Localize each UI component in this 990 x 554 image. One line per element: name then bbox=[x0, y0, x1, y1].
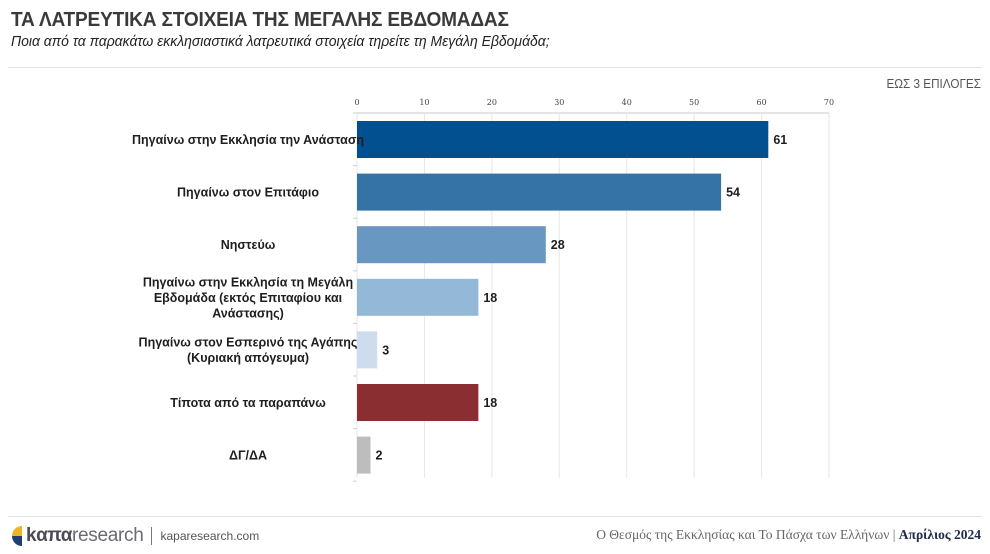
bar bbox=[357, 436, 371, 474]
category-label-line: Πηγαίνω στον Εσπερινό της Αγάπης bbox=[139, 336, 358, 350]
category-label-line: Ανάστασης) bbox=[212, 306, 284, 320]
category-label-line: Πηγαίνω στην Εκκλησία την Ανάσταση bbox=[132, 133, 364, 147]
value-label: 18 bbox=[483, 396, 497, 410]
kapa-logo-icon bbox=[10, 525, 24, 547]
category-label: ΔΓ/ΔΑ bbox=[229, 449, 267, 463]
category-label-line: Πηγαίνω στην Εκκλησία τη Μεγάλη bbox=[143, 275, 353, 289]
gridlines bbox=[353, 112, 830, 482]
report-title: Ο Θεσμός της Εκκλησίας και Το Πάσχα των … bbox=[596, 527, 890, 542]
header-divider bbox=[8, 67, 982, 68]
x-tick-label: 60 bbox=[756, 98, 766, 107]
x-tick-label: 10 bbox=[419, 98, 429, 107]
value-label: 18 bbox=[483, 291, 497, 305]
x-tick-label: 40 bbox=[622, 98, 632, 107]
category-label-line: Εβδομάδα (εκτός Επιταφίου και bbox=[154, 291, 343, 305]
x-tick-label: 0 bbox=[354, 98, 359, 107]
x-axis-ticks: 0 10 20 30 40 50 60 70 bbox=[354, 98, 834, 107]
footer-brand: kαπα research kaparesearch.com bbox=[10, 525, 259, 547]
category-label-line: ΔΓ/ΔΑ bbox=[229, 449, 267, 463]
category-label-line: Πηγαίνω στον Επιτάφιο bbox=[177, 186, 319, 200]
x-tick-label: 70 bbox=[824, 98, 834, 107]
brand-name-bold: kαπα bbox=[26, 525, 72, 546]
value-label: 28 bbox=[551, 238, 565, 252]
category-label-line: (Κυριακή απόγευμα) bbox=[187, 351, 309, 365]
bar bbox=[357, 278, 479, 316]
category-label-line: Τίποτα από τα παραπάνω bbox=[170, 396, 326, 410]
page-title: ΤΑ ΛΑΤΡΕΥΤΙΚΑ ΣΤΟΙΧΕΙΑ ΤΗΣ ΜΕΓΑΛΗΣ ΕΒΔΟΜ… bbox=[11, 8, 509, 31]
x-tick-label: 50 bbox=[689, 98, 699, 107]
footer-separator bbox=[151, 527, 153, 545]
x-tick-label: 20 bbox=[487, 98, 497, 107]
category-label: Πηγαίνω στην Εκκλησία τη Μεγάλη Εβδομάδα … bbox=[143, 275, 353, 320]
bar-chart: 0 10 20 30 40 50 60 70 Πηγαίνω στην Εκκλησία τη… bbox=[132, 98, 834, 482]
value-label: 61 bbox=[773, 133, 787, 147]
category-label: Πηγαίνω στον Επιτάφιο bbox=[177, 186, 319, 200]
category-label: Νηστεύω bbox=[221, 238, 276, 252]
category-label: Τίποτα από τα παραπάνω bbox=[170, 396, 326, 410]
footer-report-info: Ο Θεσμός της Εκκλησίας και Το Πάσχα των … bbox=[596, 527, 981, 543]
footer-pipe: | bbox=[892, 527, 896, 542]
value-label: 54 bbox=[726, 186, 740, 200]
bar bbox=[357, 173, 722, 211]
page-subtitle: Ποια από τα παρακάτω εκκλησιαστικά λατρε… bbox=[11, 33, 550, 50]
value-labels: 61 54 28 18 3 18 2 bbox=[375, 133, 787, 463]
value-label: 3 bbox=[382, 343, 389, 357]
category-labels: Πηγαίνω στην Εκκλησία την Ανάσταση Πηγαίν… bbox=[132, 133, 364, 463]
bar bbox=[357, 121, 769, 158]
bar bbox=[357, 384, 479, 421]
bars bbox=[357, 121, 769, 474]
category-label-line: Νηστεύω bbox=[221, 238, 276, 252]
selection-note: ΕΩΣ 3 ΕΠΙΛΟΓΕΣ bbox=[886, 76, 981, 91]
website-link[interactable]: kaparesearch.com bbox=[160, 529, 260, 543]
brand-name-light: research bbox=[71, 525, 144, 546]
bar bbox=[357, 226, 546, 264]
x-tick-label: 30 bbox=[554, 98, 564, 107]
report-date: Απρίλιος 2024 bbox=[898, 527, 981, 542]
bar bbox=[357, 331, 378, 369]
category-label: Πηγαίνω στην Εκκλησία την Ανάσταση bbox=[132, 133, 364, 147]
footer-divider bbox=[8, 516, 982, 517]
category-label: Πηγαίνω στον Εσπερινό της Αγάπης (Κυριακή… bbox=[139, 336, 358, 366]
value-label: 2 bbox=[375, 449, 382, 463]
